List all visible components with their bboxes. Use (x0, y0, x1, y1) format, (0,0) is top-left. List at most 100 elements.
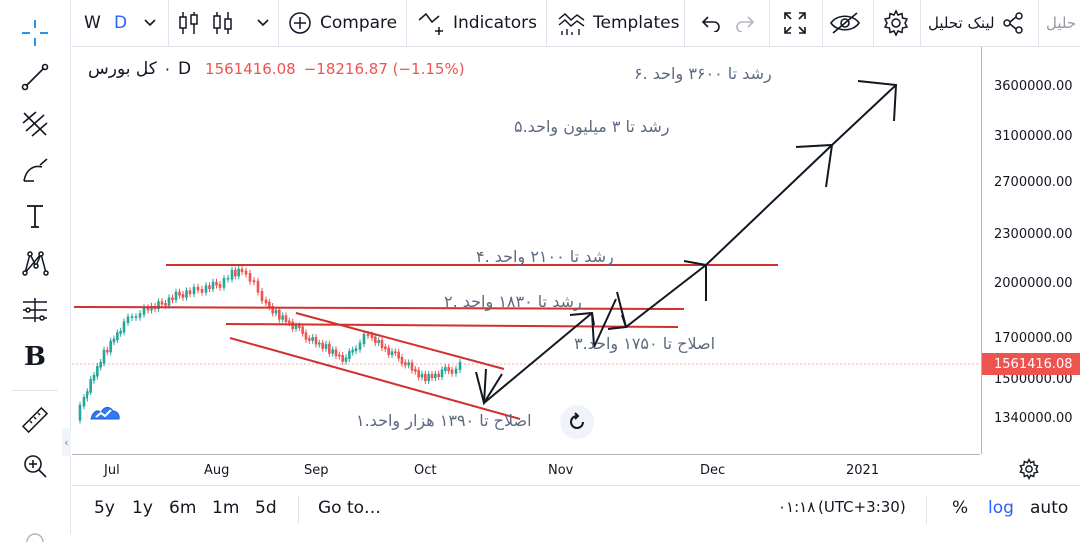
candle-body (410, 362, 414, 371)
chart-canvas[interactable] (72, 47, 980, 454)
candle-body (331, 349, 334, 354)
projection-segment (831, 84, 897, 146)
chart-type-candles-icon[interactable] (212, 0, 234, 46)
bold-b-icon[interactable]: B (24, 342, 46, 372)
symbol-interval: D (177, 59, 192, 79)
resistance-line-1830[interactable] (73, 306, 685, 310)
candles-icon[interactable] (178, 0, 200, 46)
text-tool-icon[interactable] (13, 196, 57, 236)
goto-button[interactable]: Go to… (318, 498, 382, 518)
annotation-step-3[interactable]: اصلاح تا ۱۷۵۰ واحد.۳ (574, 334, 716, 353)
projection-segment (625, 264, 707, 328)
candle-body (380, 340, 384, 349)
channel-bottom-line[interactable] (229, 337, 521, 420)
trend-line-icon[interactable] (13, 57, 57, 97)
interval-weekly[interactable]: W (84, 13, 101, 33)
candle-body (430, 374, 434, 379)
templates-button[interactable]: Templates (557, 0, 679, 46)
candle-body (234, 269, 237, 277)
range-1m[interactable]: 1m (212, 498, 240, 518)
publish-button[interactable]: حلیل (1046, 14, 1077, 32)
tradingview-logo-icon[interactable] (88, 395, 122, 429)
price-label: 3600000.00 (994, 79, 1073, 94)
candle-body (109, 340, 112, 353)
candle-body (78, 404, 82, 421)
magnet-icon[interactable] (13, 510, 57, 550)
chart-pane[interactable]: کل بورس · D 1561416.08 −18216.87 (−1.15%… (72, 47, 980, 454)
candle-body (174, 291, 178, 301)
time-axis[interactable]: Jul Aug Sep Oct Nov Dec 2021 (72, 454, 980, 485)
candle-body (281, 315, 284, 320)
candle-body (400, 357, 404, 364)
candle-body (260, 291, 264, 302)
annotation-step-5[interactable]: رشد تا ۳ میلیون واحد.۵ (514, 117, 670, 136)
candle-body (274, 309, 278, 314)
time-label: Sep (304, 463, 329, 478)
fib-tools-icon[interactable] (13, 104, 57, 144)
candle-body (344, 357, 348, 362)
drawing-toolbar: B (0, 0, 71, 542)
candle-body (384, 346, 387, 350)
fullscreen-icon[interactable] (782, 0, 808, 46)
candle-body (248, 273, 252, 282)
range-5d[interactable]: 5d (255, 498, 277, 518)
pattern-icon[interactable] (13, 243, 57, 283)
candle-body (142, 307, 146, 315)
indicators-button[interactable]: Indicators (417, 0, 537, 46)
candle-body (130, 316, 134, 318)
candle-body (102, 349, 106, 364)
undo-icon[interactable] (700, 0, 722, 46)
reset-chart-button[interactable] (560, 405, 594, 439)
interval-daily[interactable]: D (114, 13, 128, 33)
annotation-step-4[interactable]: رشد تا ۲۱۰۰ واحد .۴ (476, 247, 614, 266)
price-axis[interactable]: 3600000.00 3100000.00 2700000.00 2300000… (981, 47, 1080, 454)
range-6m[interactable]: 6m (169, 498, 197, 518)
chart-type-chevron-down-icon[interactable] (257, 0, 269, 46)
share-link-button[interactable]: لینک تحلیل (928, 0, 1025, 46)
interval-chevron-down-icon[interactable] (144, 0, 156, 46)
arrowhead (569, 311, 595, 326)
bottom-divider (926, 496, 927, 524)
annotation-step-2[interactable]: رشد تا ۱۸۳۰ واحد .۲ (444, 292, 582, 311)
annotation-step-1[interactable]: اصلاح تا ۱۳۹۰ هزار واحد.۱ (356, 411, 532, 430)
projection-segment (483, 312, 593, 404)
symbol-name[interactable]: کل بورس (88, 59, 157, 79)
hide-drawings-eye-icon[interactable] (829, 0, 861, 46)
candle-body (226, 277, 230, 280)
candle-body (387, 347, 390, 356)
candle-body (351, 349, 354, 353)
candle-body (321, 342, 324, 349)
channel-top-line[interactable] (295, 312, 505, 370)
zoom-in-icon[interactable] (13, 446, 57, 486)
candle-body (314, 337, 318, 345)
time-label: Oct (414, 463, 437, 478)
projection-segment (705, 144, 833, 266)
candle-body (366, 333, 370, 336)
crosshair-icon[interactable] (13, 13, 57, 53)
annotation-step-6[interactable]: رشد تا ۳۶۰۰ واحد .۶ (634, 64, 772, 83)
candle-body (348, 351, 351, 359)
toolbar-divider (769, 0, 770, 46)
timezone-button[interactable]: (UTC+3:30) (818, 498, 906, 516)
compare-button[interactable]: Compare (288, 0, 397, 46)
auto-scale-toggle[interactable]: auto (1030, 498, 1069, 518)
percent-scale-toggle[interactable]: % (952, 498, 969, 518)
candle-body (134, 316, 138, 318)
collapse-toolbar-button[interactable]: ‹ (62, 428, 71, 456)
axis-settings-gear-icon[interactable] (1018, 457, 1040, 484)
log-scale-toggle[interactable]: log (988, 498, 1014, 518)
settings-gear-icon[interactable] (882, 0, 910, 46)
brush-icon[interactable] (13, 150, 57, 190)
candle-body (89, 379, 92, 393)
prediction-icon[interactable] (13, 290, 57, 330)
candle-body (178, 291, 181, 296)
candle-body (278, 309, 281, 320)
range-1y[interactable]: 1y (132, 498, 153, 518)
range-5y[interactable]: 5y (94, 498, 115, 518)
redo-icon[interactable] (734, 0, 756, 46)
legend-change: −18216.87 (−1.15%) (303, 60, 465, 78)
rotate-icon (570, 412, 584, 429)
candle-body (244, 270, 248, 275)
candle-body (370, 334, 374, 339)
ruler-icon[interactable] (13, 400, 57, 440)
